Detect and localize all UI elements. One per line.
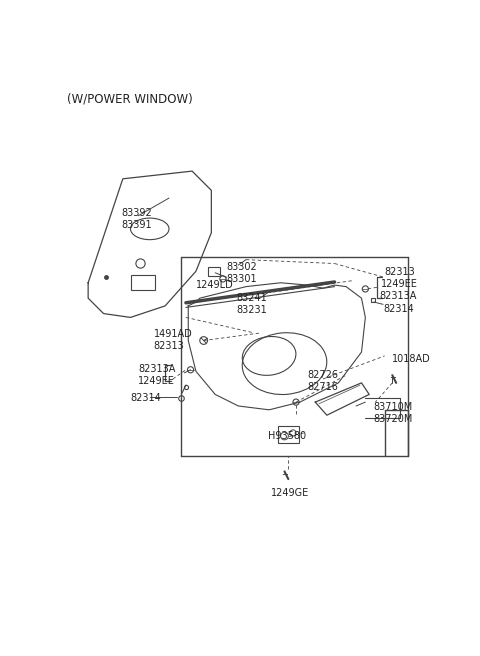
Text: 82313A: 82313A [379, 291, 417, 301]
Text: 83241
83231: 83241 83231 [237, 293, 267, 315]
Bar [207, 266, 220, 276]
Text: 82313: 82313 [384, 268, 415, 277]
Text: 83710M
83720M: 83710M 83720M [373, 402, 412, 424]
Text: 1249GE: 1249GE [271, 488, 309, 499]
Text: 83302
83301: 83302 83301 [227, 262, 257, 284]
Text: (W/POWER WINDOW): (W/POWER WINDOW) [67, 92, 193, 106]
Text: 82726
82716: 82726 82716 [308, 370, 338, 392]
Text: 1249EE: 1249EE [381, 279, 418, 289]
Text: 1249LD: 1249LD [196, 281, 234, 291]
Text: H93580: H93580 [268, 430, 306, 441]
Text: 1018AD: 1018AD [392, 354, 431, 364]
Text: 1491AD
82313: 1491AD 82313 [154, 329, 192, 351]
Text: 83392
83391: 83392 83391 [121, 208, 152, 230]
Text: 82314: 82314 [383, 304, 414, 314]
Bar [131, 275, 155, 291]
Text: 82314: 82314 [131, 393, 161, 403]
Text: 82313A
1249EE: 82313A 1249EE [138, 363, 176, 386]
